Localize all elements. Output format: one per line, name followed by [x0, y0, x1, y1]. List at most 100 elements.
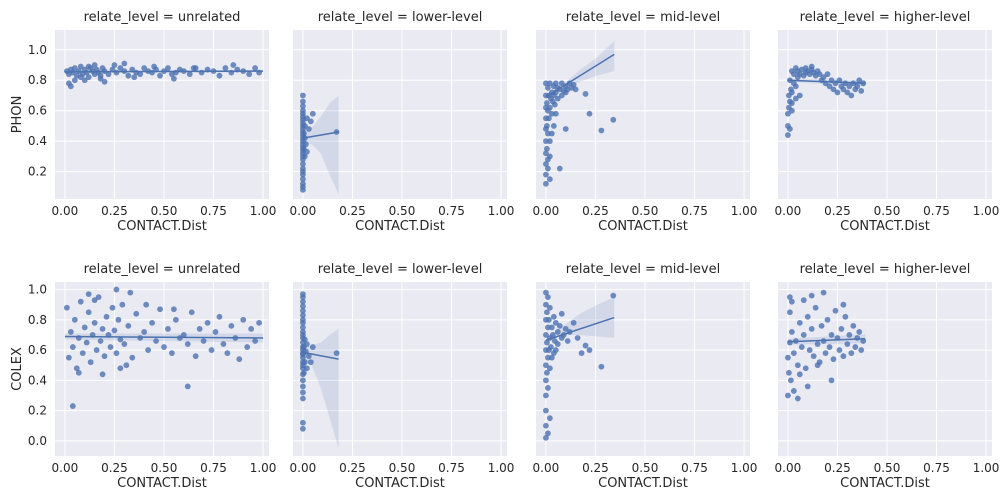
data-point — [582, 91, 589, 97]
data-point — [570, 81, 577, 88]
data-point — [850, 322, 857, 329]
data-point — [91, 297, 98, 304]
data-point — [157, 72, 163, 79]
data-point — [172, 316, 179, 323]
data-point — [81, 77, 88, 84]
facet-panel: relate_level = lower-level 0.00 0.25 0.50 0.… — [290, 10, 515, 234]
y-tick-label: 0.2 — [28, 404, 47, 418]
data-point — [546, 104, 553, 111]
x-tick-label: 0.25 — [339, 204, 366, 218]
data-point — [790, 71, 797, 78]
data-point — [548, 130, 555, 137]
data-point — [543, 145, 550, 152]
x-tick-label: 0.50 — [389, 461, 416, 475]
data-point — [552, 347, 559, 353]
data-point — [169, 350, 175, 357]
data-point — [820, 289, 827, 296]
data-point — [170, 75, 177, 82]
data-point — [256, 319, 262, 326]
data-point — [844, 89, 851, 96]
data-point — [846, 332, 853, 338]
data-point — [824, 316, 831, 323]
data-point — [95, 294, 102, 301]
data-point — [543, 171, 549, 178]
data-point — [548, 324, 555, 331]
data-point — [101, 353, 108, 360]
regression-line — [545, 53, 615, 98]
data-point — [798, 344, 805, 350]
data-point — [301, 359, 308, 366]
data-point — [300, 369, 307, 376]
x-tick-label: 0.25 — [339, 461, 366, 475]
x-tick-label: 0.25 — [824, 461, 851, 475]
data-point — [790, 350, 797, 357]
x-tick-label: 0.75 — [681, 461, 708, 475]
data-point — [848, 350, 855, 357]
y-tick-label: 0.8 — [28, 313, 47, 327]
x-tick-label: 1.00 — [731, 461, 758, 475]
y-tick-label: 0.4 — [28, 373, 47, 387]
data-point — [586, 347, 593, 353]
data-point — [546, 415, 553, 422]
facet-title: relate_level = higher-level — [800, 10, 971, 25]
data-point — [137, 335, 144, 341]
data-point — [244, 344, 251, 350]
data-point — [184, 383, 191, 390]
data-point — [790, 388, 797, 394]
x-axis-label: CONTACT.Dist — [840, 219, 930, 234]
data-point — [572, 86, 579, 93]
data-point — [554, 341, 561, 347]
y-axis-label: COLEX — [10, 347, 25, 391]
data-point — [67, 329, 74, 335]
data-point — [858, 347, 865, 353]
data-point — [240, 316, 247, 323]
data-point — [544, 385, 551, 391]
x-tick-label: 0.50 — [389, 204, 416, 218]
data-point — [309, 110, 316, 117]
data-point — [307, 359, 314, 366]
x-axis-label: CONTACT.Dist — [117, 219, 207, 234]
data-point — [300, 425, 306, 432]
data-point — [543, 339, 550, 346]
data-point — [544, 324, 551, 331]
data-point — [300, 103, 306, 110]
data-point — [143, 301, 150, 308]
data-point — [305, 353, 312, 360]
data-point — [840, 86, 847, 93]
data-point — [586, 110, 593, 117]
x-axis-label: CONTACT.Dist — [598, 219, 688, 234]
plot-area-background — [536, 30, 750, 199]
data-point — [97, 338, 104, 344]
data-point — [786, 309, 793, 316]
data-point — [85, 291, 92, 298]
data-point — [119, 301, 126, 308]
data-point — [546, 80, 553, 87]
x-tick-label: 0.00 — [775, 204, 802, 218]
confidence-band — [545, 40, 615, 100]
data-point — [824, 71, 831, 78]
y-tick-label: 0.8 — [28, 73, 47, 87]
data-point — [300, 291, 306, 298]
data-point — [802, 365, 809, 372]
data-point — [785, 392, 791, 399]
data-point — [71, 316, 78, 323]
data-point — [854, 83, 861, 90]
data-point — [788, 298, 795, 305]
data-point — [303, 365, 310, 372]
data-point — [212, 329, 219, 335]
data-point — [85, 74, 92, 81]
data-point — [543, 407, 549, 414]
data-point — [300, 176, 306, 183]
x-tick-label: 0.75 — [200, 461, 227, 475]
data-point — [548, 354, 555, 361]
data-point — [71, 77, 78, 84]
data-point — [830, 86, 837, 93]
data-point — [246, 71, 253, 78]
data-point — [303, 115, 310, 122]
facet-title: relate_level = unrelated — [84, 262, 241, 277]
x-tick-label: 0.50 — [874, 204, 901, 218]
facet-title: relate_level = mid-level — [566, 262, 720, 277]
data-point — [543, 138, 549, 145]
data-point — [145, 347, 152, 353]
data-point — [300, 92, 306, 99]
